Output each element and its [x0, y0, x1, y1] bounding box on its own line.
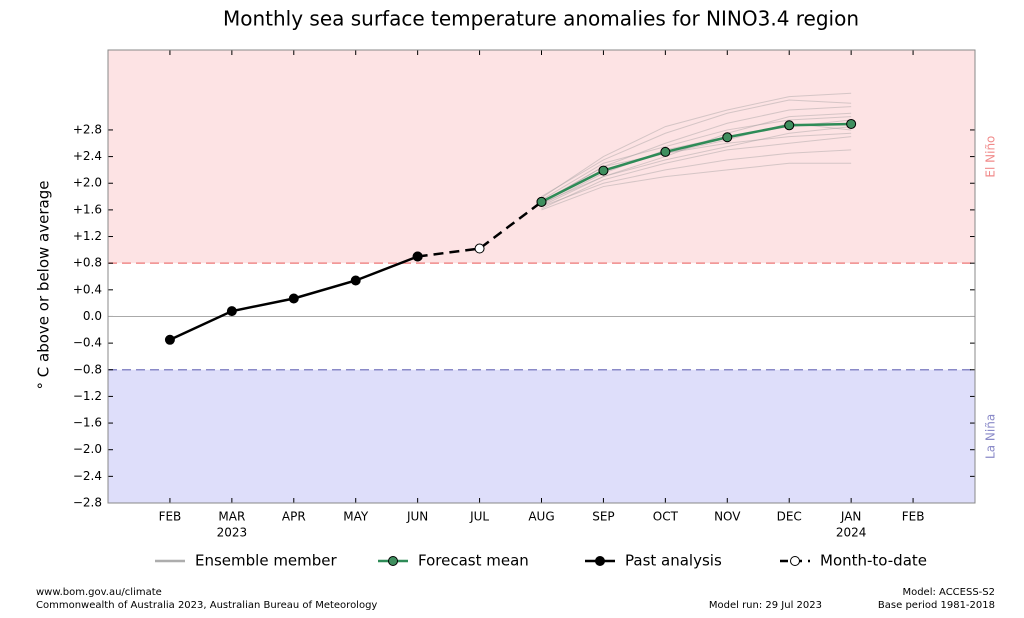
data-point [164, 334, 175, 345]
threshold-region [108, 369, 975, 503]
ensemble-line [541, 92, 852, 199]
legend-label: Ensemble member [195, 552, 338, 570]
y-axis-label: ° C above or below average [35, 181, 53, 390]
y-tick-label: +1.2 [73, 229, 102, 243]
data-point [288, 293, 299, 304]
ensemble-line [541, 149, 852, 208]
x-tick-label: NOV [714, 510, 741, 524]
ensemble-line [541, 116, 852, 201]
x-tick-label: JAN [840, 510, 862, 524]
y-tick-label: +2.0 [73, 176, 102, 190]
legend-marker [790, 556, 800, 566]
legend-label: Month-to-date [820, 552, 927, 570]
data-point [350, 275, 361, 286]
footer-text: Base period 1981-2018 [878, 600, 995, 611]
x-tick-label: FEB [159, 510, 182, 524]
legend-label: Forecast mean [418, 552, 529, 570]
x-tick-label: MAR [218, 510, 245, 524]
plot-frame [107, 49, 976, 504]
y-tick-label: +0.4 [73, 282, 102, 296]
x-tick-year: 2024 [836, 526, 867, 540]
data-point [474, 243, 485, 254]
y-tick-label: −2.8 [73, 496, 102, 510]
series-line [417, 200, 543, 258]
threshold-region [108, 50, 975, 264]
y-tick-label: −0.8 [73, 362, 102, 376]
data-point [784, 120, 795, 131]
footer-text: www.bom.gov.au/climate [36, 587, 162, 598]
chart-title: Monthly sea surface temperature anomalie… [223, 7, 859, 31]
y-tick-label: −2.0 [73, 442, 102, 456]
threshold-label: El Niño [984, 136, 998, 178]
y-tick-label: +2.8 [73, 122, 102, 136]
y-tick-label: 0.0 [83, 309, 102, 323]
footer-text: Model: ACCESS-S2 [902, 587, 995, 598]
x-tick-label: AUG [528, 510, 554, 524]
y-tick-label: −2.4 [73, 469, 102, 483]
data-point [598, 165, 609, 176]
x-tick-label: JUN [406, 510, 428, 524]
x-tick-label: JUL [469, 510, 489, 524]
data-point [722, 132, 733, 143]
data-point [846, 118, 857, 129]
ensemble-line [541, 126, 852, 204]
ensemble-line [541, 136, 852, 210]
y-tick-label: +2.4 [73, 149, 102, 163]
ensemble-line [541, 132, 852, 204]
y-tick-label: −1.6 [73, 416, 102, 430]
footer-text: Commonwealth of Australia 2023, Australi… [36, 600, 377, 611]
threshold-label: La Niña [984, 414, 998, 459]
legend-marker [388, 556, 398, 566]
footer-text: Model run: 29 Jul 2023 [709, 600, 822, 611]
x-tick-label: OCT [653, 510, 679, 524]
ensemble-line [541, 106, 852, 203]
y-tick-label: +0.8 [73, 256, 102, 270]
x-tick-label: MAY [343, 510, 369, 524]
ensemble-line [541, 162, 852, 211]
legend-label: Past analysis [625, 552, 722, 570]
ensemble-line [541, 99, 852, 197]
series-line [540, 122, 852, 204]
x-tick-year: 2023 [217, 526, 248, 540]
legend-marker [595, 556, 605, 566]
x-tick-label: SEP [592, 510, 614, 524]
data-point [536, 196, 547, 207]
y-tick-label: +1.6 [73, 202, 102, 216]
data-point [660, 146, 671, 157]
data-point [226, 306, 237, 317]
y-tick-label: −0.4 [73, 336, 102, 350]
x-tick-label: APR [282, 510, 306, 524]
data-point [412, 251, 423, 262]
y-tick-label: −1.2 [73, 389, 102, 403]
x-tick-label: FEB [902, 510, 925, 524]
x-tick-label: DEC [777, 510, 802, 524]
